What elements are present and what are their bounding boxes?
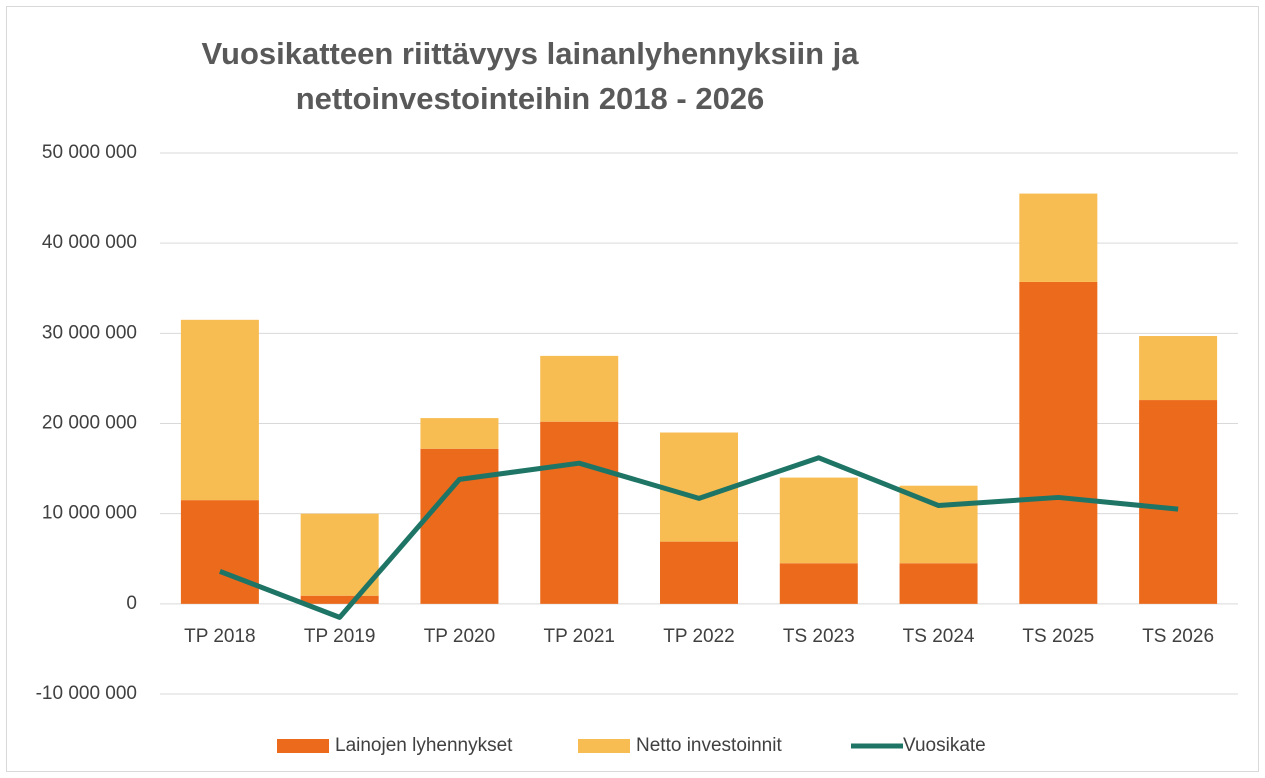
legend-label: Vuosikate — [903, 735, 986, 756]
bar — [420, 418, 499, 449]
x-tick-label: TP 2020 — [424, 626, 495, 647]
bar — [779, 477, 858, 564]
bar — [1139, 400, 1218, 604]
x-tick-label: TS 2026 — [1142, 626, 1214, 647]
x-tick-label: TS 2023 — [783, 626, 855, 647]
y-tick-label: -10 000 000 — [36, 683, 137, 704]
bar — [660, 541, 738, 604]
bar — [899, 485, 978, 564]
bar — [1139, 336, 1218, 401]
bar — [540, 355, 619, 422]
x-tick-label: TS 2024 — [903, 626, 975, 647]
bar — [420, 448, 499, 604]
y-tick-label: 10 000 000 — [42, 503, 137, 524]
y-tick-label: 0 — [126, 593, 137, 614]
legend-swatch — [578, 739, 630, 753]
x-tick-label: TP 2021 — [543, 626, 614, 647]
line — [218, 455, 1179, 620]
bar — [300, 595, 379, 604]
chart-title: nettoinvestointeihin 2018 - 2026 — [296, 81, 765, 116]
legend-swatch — [277, 739, 329, 753]
legend-label: Netto investoinnit — [636, 735, 782, 756]
y-tick-label: 20 000 000 — [42, 413, 137, 434]
x-tick-label: TS 2025 — [1022, 626, 1094, 647]
y-tick-label: 30 000 000 — [42, 322, 137, 343]
x-tick-label: TP 2018 — [184, 626, 255, 647]
bar — [899, 563, 978, 604]
bar — [540, 421, 619, 604]
bar — [300, 513, 379, 596]
bar — [180, 319, 259, 501]
bar — [1019, 281, 1098, 604]
y-tick-label: 50 000 000 — [42, 142, 137, 163]
x-tick-label: TP 2022 — [663, 626, 734, 647]
chart-title: Vuosikatteen riittävyys lainanlyhennyksi… — [202, 36, 860, 71]
legend-label: Lainojen lyhennykset — [335, 735, 513, 756]
bar — [180, 500, 259, 604]
x-tick-label: TP 2019 — [304, 626, 375, 647]
bar — [779, 563, 858, 604]
bar — [1019, 193, 1098, 282]
y-tick-label: 40 000 000 — [42, 232, 137, 253]
